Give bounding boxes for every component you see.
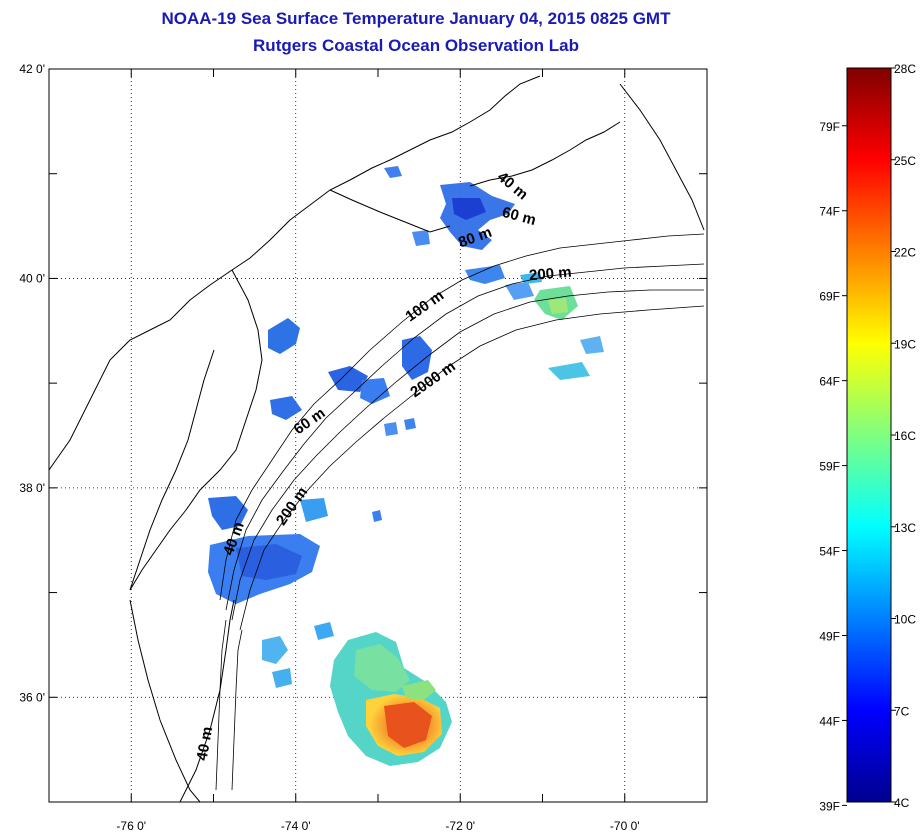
lat-tick-label: 36 0' — [19, 690, 45, 704]
colorbar-label-c: 13C — [894, 521, 916, 535]
colorbar-label-f: 59F — [819, 460, 840, 474]
sst-patches — [208, 166, 604, 766]
colorbar-label-f: 39F — [819, 799, 840, 813]
colorbar-label-f: 49F — [819, 629, 840, 643]
axis-labels: -76 0' -74 0' -72 0' -70 0' 36 0' 38 0' 40 0' 4… — [19, 62, 639, 832]
colorbar — [846, 67, 892, 803]
colorbar-label-c: 25C — [894, 154, 916, 168]
lon-tick-label: -70 0' — [610, 819, 640, 832]
colorbar-label-c: 10C — [894, 613, 916, 627]
lat-tick-label: 38 0' — [19, 481, 45, 495]
map-subtitle: Rutgers Coastal Ocean Observation Lab — [253, 36, 579, 55]
colorbar-label-f: 54F — [819, 545, 840, 559]
colorbar-label-c: 19C — [894, 337, 916, 351]
lat-tick-label: 40 0' — [19, 271, 45, 285]
colorbar-label-c: 7C — [894, 704, 910, 718]
colorbar-label-f: 74F — [819, 205, 840, 219]
bathymetry-contours — [215, 233, 705, 791]
lon-tick-label: -72 0' — [445, 819, 475, 832]
colorbar-label-c: 22C — [894, 246, 916, 260]
lon-tick-label: -76 0' — [116, 819, 146, 832]
colorbar-label-c: 28C — [894, 62, 916, 76]
axis-ticks — [48, 68, 708, 803]
colorbar-labels: 4C 7C 10C 13C 16C 19C 22C 25C 28C 39F 44F 49F 54F 59F… — [819, 62, 916, 813]
lon-tick-label: -74 0' — [281, 819, 311, 832]
colorbar-label-c: 4C — [894, 796, 910, 810]
colorbar-label-f: 69F — [819, 290, 840, 304]
contour-label: 40 m — [194, 725, 217, 762]
colorbar-label-f: 64F — [819, 375, 840, 389]
colorbar-label-f: 44F — [819, 714, 840, 728]
lat-tick-label: 42 0' — [19, 62, 45, 76]
colorbar-label-c: 16C — [894, 429, 916, 443]
map-title: NOAA-19 Sea Surface Temperature January … — [161, 9, 671, 28]
colorbar-label-f: 79F — [819, 120, 840, 134]
coastline — [49, 75, 705, 802]
contour-label: 200 m — [528, 264, 572, 285]
